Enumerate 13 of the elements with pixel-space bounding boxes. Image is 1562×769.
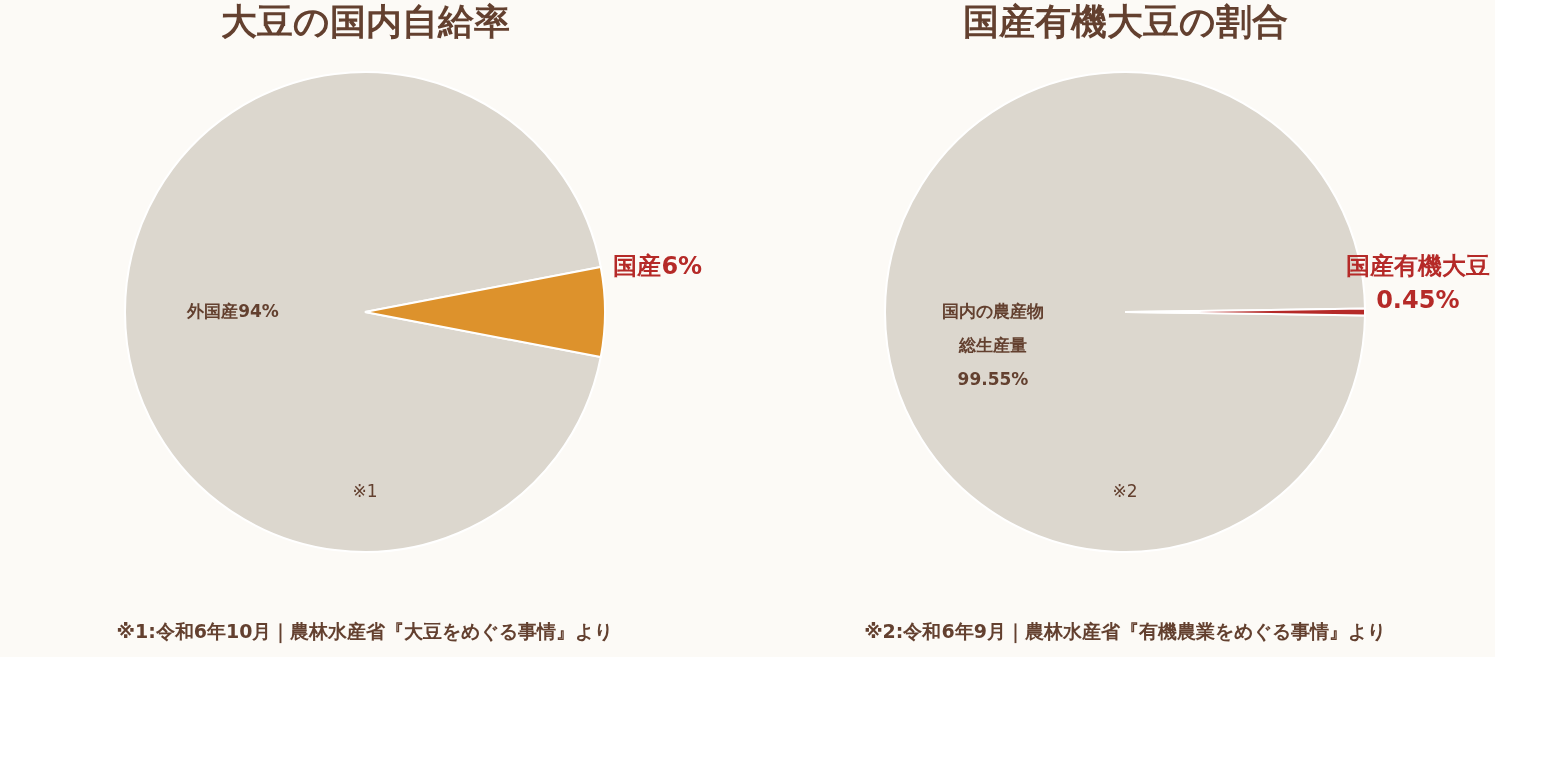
text: ※2	[1112, 481, 1138, 501]
chart-title: 国産有機大豆の割合	[962, 1, 1288, 42]
pie-slice	[124, 71, 602, 553]
slice-label: 外国産94%	[186, 301, 279, 321]
slice-label: 国産有機大豆	[1345, 252, 1490, 280]
slice-label: 国産6%	[613, 252, 703, 280]
text: ※2:令和6年9月｜農林水産省『有機農業をめぐる事情』より	[864, 620, 1386, 644]
slice-label: 国内の農産物総生産量	[942, 301, 1044, 355]
text: ※1:令和6年10月｜農林水産省『大豆をめぐる事情』より	[116, 620, 614, 644]
data-label: 99.55%	[957, 369, 1029, 389]
data-label: 0.45%	[1376, 286, 1460, 314]
chart-title: 大豆の国内自給率	[220, 1, 510, 42]
text: ※1	[352, 481, 378, 501]
